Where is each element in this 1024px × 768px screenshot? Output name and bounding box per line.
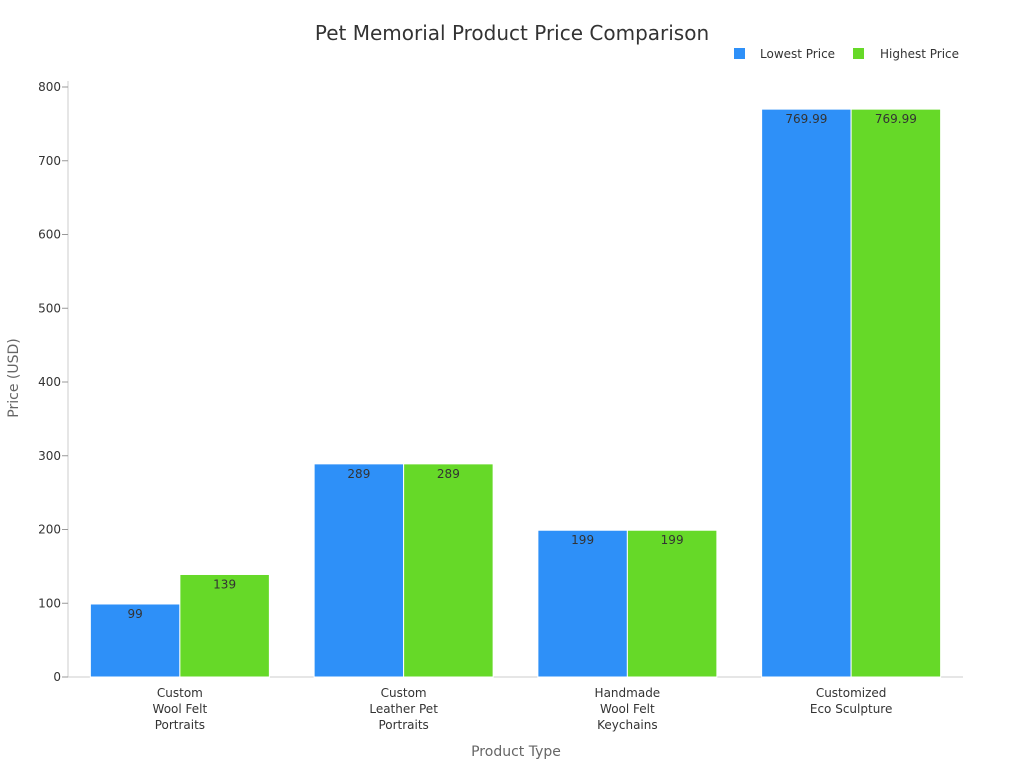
y-tick-label: 700 [38, 154, 61, 168]
x-tick-label: Customized Eco Sculpture [810, 686, 892, 716]
x-tick-label: Handmade Wool Felt Keychains [595, 686, 661, 732]
x-axis-categories: Custom Wool Felt Portraits Custom Leather Pe… [153, 686, 893, 732]
legend-swatch-highest-price [853, 48, 864, 59]
x-tick-label: Custom Leather Pet Portraits [369, 686, 438, 732]
bar-highest-price [850, 108, 942, 678]
bar-value-label: 289 [347, 467, 370, 481]
x-tick-label-line: Portraits [378, 718, 428, 732]
bar-value-label: 289 [437, 467, 460, 481]
legend: Lowest Price Highest Price [734, 47, 959, 61]
y-tick-label: 800 [38, 80, 61, 94]
bar-value-label: 199 [571, 533, 594, 547]
x-tick-label-line: Leather Pet [369, 702, 438, 716]
bar-value-label: 99 [127, 607, 142, 621]
bar-lowest-price [537, 529, 628, 678]
y-tick-label: 0 [53, 670, 61, 684]
x-tick-label-line: Custom [381, 686, 427, 700]
axes: 0 100 200 300 400 500 600 700 800 [38, 80, 963, 684]
x-tick-label-line: Keychains [597, 718, 658, 732]
bars [89, 108, 942, 678]
legend-label-lowest-price: Lowest Price [760, 47, 835, 61]
bar-highest-price [403, 463, 494, 678]
bar-labels: 99 139 289 289 199 199 769.99 769.99 [127, 112, 916, 621]
x-tick-label-line: Handmade [595, 686, 661, 700]
bar-highest-price [179, 573, 270, 678]
bar-lowest-price [761, 108, 852, 678]
y-tick-label: 200 [38, 523, 61, 537]
bar-value-label: 769.99 [875, 112, 917, 126]
bar-lowest-price [313, 463, 405, 678]
x-tick-label-line: Custom [157, 686, 203, 700]
chart-title: Pet Memorial Product Price Comparison [315, 21, 709, 45]
bar-value-label: 769.99 [785, 112, 827, 126]
y-tick-label: 600 [38, 228, 61, 242]
x-tick-label-line: Eco Sculpture [810, 702, 892, 716]
x-tick-label-line: Portraits [155, 718, 205, 732]
x-tick-label-line: Wool Felt [600, 702, 655, 716]
bar-lowest-price [89, 603, 181, 678]
bar-highest-price [626, 529, 718, 678]
y-tick-label: 300 [38, 449, 61, 463]
y-tick-label: 100 [38, 596, 61, 610]
legend-label-highest-price: Highest Price [880, 47, 959, 61]
y-tick-label: 400 [38, 375, 61, 389]
legend-swatch-lowest-price [734, 48, 745, 59]
y-axis-title: Price (USD) [6, 338, 22, 417]
bar-value-label: 199 [661, 533, 684, 547]
bar-value-label: 139 [213, 577, 236, 591]
x-tick-label-line: Wool Felt [153, 702, 208, 716]
x-tick-label-line: Customized [816, 686, 887, 700]
x-axis-title: Product Type [471, 744, 561, 760]
x-tick-label: Custom Wool Felt Portraits [153, 686, 208, 732]
y-tick-label: 500 [38, 301, 61, 315]
